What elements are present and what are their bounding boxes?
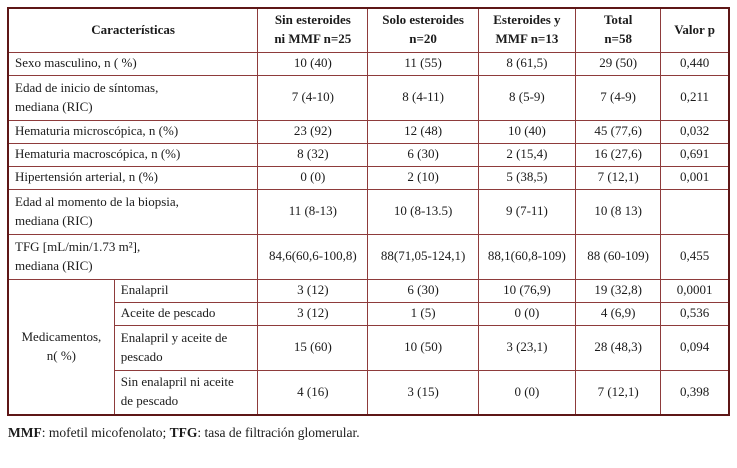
table-cell: 0 (0) [477,369,577,416]
table-row: Edad de inicio de síntomas, mediana (RIC… [7,74,730,121]
table-cell: 10 (50) [367,324,479,371]
characteristics-table: Características Sin esteroides ni MMF n=… [7,7,730,416]
table-row: Edad al momento de la biopsia, mediana (… [7,188,730,235]
table-cell: 3 (15) [367,369,479,416]
table-cell: 0,0001 [660,278,730,303]
table-cell: 15 (60) [257,324,369,371]
table-header-row: Características Sin esteroides ni MMF n=… [7,7,730,53]
col-header-sin-esteroides: Sin esteroides ni MMF n=25 [257,7,369,53]
row-label: Sin enalapril ni aceite de pescado [113,369,259,416]
row-label: Aceite de pescado [113,301,259,326]
table-row: Medicamentos, n( %) Enalapril 3 (12) 6 (… [7,278,730,416]
table-footnote: MMF: mofetil micofenolato; TFG: tasa de … [7,425,730,441]
table-cell: 7 (12,1) [575,165,662,190]
table-cell: 7 (4-10) [257,74,369,121]
row-label: Hematuria microscópica, n (%) [7,119,259,144]
table-cell: 4 (6,9) [575,301,662,326]
table-cell: 10 (40) [477,119,577,144]
table-cell: 10 (8 13) [575,188,662,235]
table-cell: 19 (32,8) [575,278,662,303]
table-cell: 23 (92) [257,119,369,144]
table-cell [660,188,730,235]
table-cell: 12 (48) [367,119,479,144]
row-label: Hematuria macroscópica, n (%) [7,142,259,167]
table-row: Hematuria macroscópica, n (%) 8 (32) 6 (… [7,142,730,167]
row-label: Edad de inicio de síntomas, mediana (RIC… [7,74,259,121]
table-cell: 1 (5) [367,301,479,326]
table-cell: 11 (55) [367,51,479,76]
table-cell: 88(71,05-124,1) [367,233,479,280]
table-cell: 0 (0) [477,301,577,326]
table-cell: 10 (8-13.5) [367,188,479,235]
table-cell: 0,094 [660,324,730,371]
table-row: Hipertensión arterial, n (%) 0 (0) 2 (10… [7,165,730,190]
table-cell: 0,001 [660,165,730,190]
table-cell: 0,440 [660,51,730,76]
row-label: Hipertensión arterial, n (%) [7,165,259,190]
table-cell: 45 (77,6) [575,119,662,144]
table-cell: 0,536 [660,301,730,326]
table-cell: 11 (8-13) [257,188,369,235]
table-cell: 8 (32) [257,142,369,167]
footnote-abbr-tfg: TFG [169,425,198,440]
table-cell: 3 (12) [257,278,369,303]
table-cell: 88,1(60,8-109) [477,233,577,280]
table-cell: 84,6(60,6-100,8) [257,233,369,280]
table-cell: 0,455 [660,233,730,280]
table-row: Enalapril y aceite de pescado 15 (60) 10… [8,324,730,371]
footnote-text-2: : tasa de filtración glomerular. [197,425,360,440]
table-cell: 8 (4-11) [367,74,479,121]
table-cell: 8 (61,5) [477,51,577,76]
row-label: Sexo masculino, n ( %) [7,51,259,76]
col-header-valor-p: Valor p [660,7,730,53]
table-cell: 3 (23,1) [477,324,577,371]
table-row: Hematuria microscópica, n (%) 23 (92) 12… [7,119,730,144]
table-cell: 0,398 [660,369,730,416]
table-cell: 0,211 [660,74,730,121]
table-cell: 9 (7-11) [477,188,577,235]
row-label: Enalapril [113,278,259,303]
row-label: Enalapril y aceite de pescado [113,324,259,371]
table-cell: 29 (50) [575,51,662,76]
table-cell: 2 (15,4) [477,142,577,167]
table-cell: 8 (5-9) [477,74,577,121]
col-header-caracteristicas: Características [7,7,259,53]
table-cell: 10 (40) [257,51,369,76]
table-cell: 6 (30) [367,142,479,167]
table-row: Sexo masculino, n ( %) 10 (40) 11 (55) 8… [7,51,730,76]
table-cell: 0,691 [660,142,730,167]
table-cell: 2 (10) [367,165,479,190]
table-cell: 16 (27,6) [575,142,662,167]
table-cell: 7 (12,1) [575,369,662,416]
table-row: Aceite de pescado 3 (12) 1 (5) 0 (0) 4 (… [8,301,730,326]
table-cell: 10 (76,9) [477,278,577,303]
table-cell: 28 (48,3) [575,324,662,371]
footnote-text-1: : mofetil micofenolato; [41,425,170,440]
row-label: Edad al momento de la biopsia, mediana (… [7,188,259,235]
col-header-total: Total n=58 [575,7,662,53]
table-cell: 4 (16) [257,369,369,416]
table-cell: 0,032 [660,119,730,144]
table-cell: 88 (60-109) [575,233,662,280]
table-cell: 0 (0) [257,165,369,190]
table-row: Sin enalapril ni aceite de pescado 4 (16… [8,369,730,416]
medication-group-label: Medicamentos, n( %) [7,278,115,416]
footnote-abbr-mmf: MMF [8,425,42,440]
col-header-esteroides-mmf: Esteroides y MMF n=13 [477,7,577,53]
table-cell: 5 (38,5) [477,165,577,190]
table-cell: 3 (12) [257,301,369,326]
table-row: TFG [mL/min/1.73 m²], mediana (RIC) 84,6… [7,233,730,280]
col-header-solo-esteroides: Solo esteroides n=20 [367,7,479,53]
table-cell: 7 (4-9) [575,74,662,121]
table-cell: 6 (30) [367,278,479,303]
row-label: TFG [mL/min/1.73 m²], mediana (RIC) [7,233,259,280]
